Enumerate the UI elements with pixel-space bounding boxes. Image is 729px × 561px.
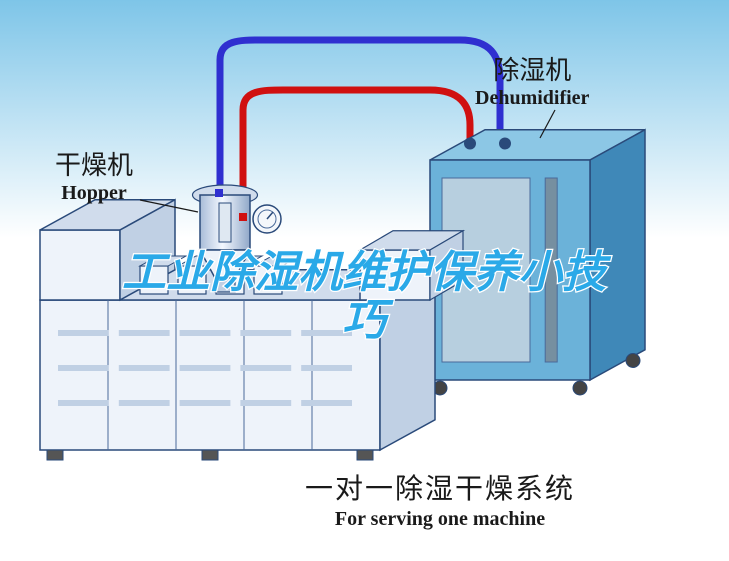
dehumidifier-label-en: Dehumidifier (475, 86, 589, 110)
dehumidifier-label-zh: 除湿机 (475, 55, 589, 86)
hopper-label: 干燥机 Hopper (55, 150, 133, 205)
hopper-label-en: Hopper (55, 181, 133, 205)
system-title-label: 一对一除湿干燥系统 For serving one machine (305, 473, 575, 531)
system-title-en: For serving one machine (305, 507, 575, 531)
system-title-zh: 一对一除湿干燥系统 (305, 473, 575, 507)
hopper-label-zh: 干燥机 (55, 150, 133, 181)
dehumidifier-label: 除湿机 Dehumidifier (475, 55, 589, 110)
diagram-stage: 干燥机 Hopper 除湿机 Dehumidifier 一对一除湿干燥系统 Fo… (0, 0, 729, 561)
